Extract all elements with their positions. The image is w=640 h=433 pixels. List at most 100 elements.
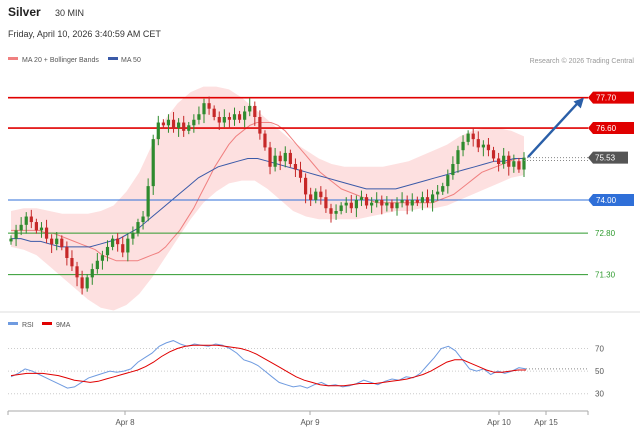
watermark: Research © 2026 Trading Central — [530, 57, 635, 65]
x-tick-label-1: Apr 9 — [300, 418, 320, 427]
candle — [293, 158, 298, 177]
level-label-2: 74.00 — [596, 196, 617, 205]
candle — [14, 224, 18, 247]
candle — [237, 110, 242, 124]
candle — [29, 209, 33, 229]
candle — [263, 130, 267, 151]
candle — [380, 195, 384, 215]
candle — [121, 236, 125, 258]
candle — [75, 261, 79, 287]
candle — [497, 152, 501, 172]
candle — [110, 235, 115, 251]
candle — [461, 135, 465, 157]
rsi-tick-label-2: 30 — [595, 390, 604, 399]
candle — [324, 189, 328, 213]
candle — [217, 111, 221, 130]
candle — [95, 253, 99, 274]
candle — [171, 112, 176, 133]
candle — [126, 234, 130, 262]
candle — [486, 138, 491, 157]
candle — [395, 197, 399, 216]
datetime-label: Friday, April 10, 2026 3:40:59 AM CET — [8, 29, 161, 39]
rsi-plot: 70 50 30 — [8, 340, 604, 399]
forecast-arrow — [527, 100, 580, 158]
candle — [390, 199, 394, 212]
candle — [522, 152, 526, 177]
candle — [420, 191, 425, 211]
candle — [415, 196, 419, 207]
candle — [182, 115, 186, 137]
candle — [375, 192, 379, 208]
candle — [268, 141, 272, 175]
x-tick-label-2: Apr 10 — [487, 418, 511, 427]
level-label-3: 72.80 — [595, 229, 616, 238]
candle — [44, 219, 49, 244]
candle — [50, 234, 54, 254]
candle — [177, 118, 181, 137]
ma50-line — [11, 158, 524, 248]
price-plot — [8, 86, 588, 311]
candle — [466, 130, 470, 146]
legend-rsi-ma-label: 9MA — [56, 322, 71, 329]
candle — [146, 178, 150, 222]
candle — [359, 190, 364, 207]
symbol-title: Silver — [8, 5, 41, 19]
candle — [273, 147, 277, 172]
candle — [385, 196, 389, 212]
last-price-label: 75.53 — [595, 154, 616, 163]
candle — [430, 189, 435, 212]
price-level-labels: 77.70 76.60 74.00 72.80 71.30 75.53 — [588, 91, 634, 280]
level-label-4: 71.30 — [595, 271, 616, 280]
candle — [451, 156, 455, 180]
rsi-tick-label-0: 70 — [595, 345, 604, 354]
level-badge-1 — [588, 122, 634, 135]
x-tick-label-0: Apr 8 — [115, 418, 135, 427]
candle — [512, 154, 516, 173]
candle — [329, 203, 333, 223]
candle — [187, 121, 191, 135]
candle — [9, 235, 13, 245]
candle — [258, 110, 262, 140]
candle — [491, 146, 496, 162]
candle — [100, 250, 105, 270]
legend-ma50-label: MA 50 — [121, 57, 141, 64]
candle — [232, 107, 237, 126]
candle — [309, 187, 313, 207]
candle — [425, 189, 430, 208]
candle — [253, 101, 257, 126]
candle — [39, 222, 44, 238]
candle — [410, 193, 414, 212]
candle — [24, 212, 28, 234]
candle — [222, 109, 226, 128]
candle — [161, 119, 165, 129]
candle — [156, 115, 160, 146]
candle — [283, 146, 287, 168]
candle — [436, 185, 440, 201]
candle — [364, 193, 369, 209]
rsi-ma-line — [10, 344, 526, 387]
candle — [344, 197, 348, 213]
level-badge-2 — [588, 193, 634, 206]
candle — [476, 131, 480, 153]
candle — [151, 134, 155, 195]
candle — [288, 149, 292, 168]
candle — [354, 195, 358, 218]
candle — [65, 241, 69, 266]
candle — [456, 145, 460, 173]
candle — [319, 186, 323, 205]
x-axis: Apr 8 Apr 9 Apr 10 Apr 15 — [7, 411, 589, 427]
candle — [19, 217, 23, 236]
x-tick-label-3: Apr 15 — [534, 418, 558, 427]
candle — [471, 128, 475, 147]
candle — [55, 232, 59, 251]
legend-ma20-label: MA 20 + Bollinger Bands — [22, 57, 99, 64]
candle — [517, 157, 521, 173]
candle — [80, 270, 84, 295]
legend-rsi-swatch — [8, 322, 18, 325]
candle — [248, 98, 252, 117]
candle — [243, 105, 247, 128]
candle — [502, 147, 506, 169]
candle — [334, 204, 338, 220]
candle — [405, 195, 409, 215]
